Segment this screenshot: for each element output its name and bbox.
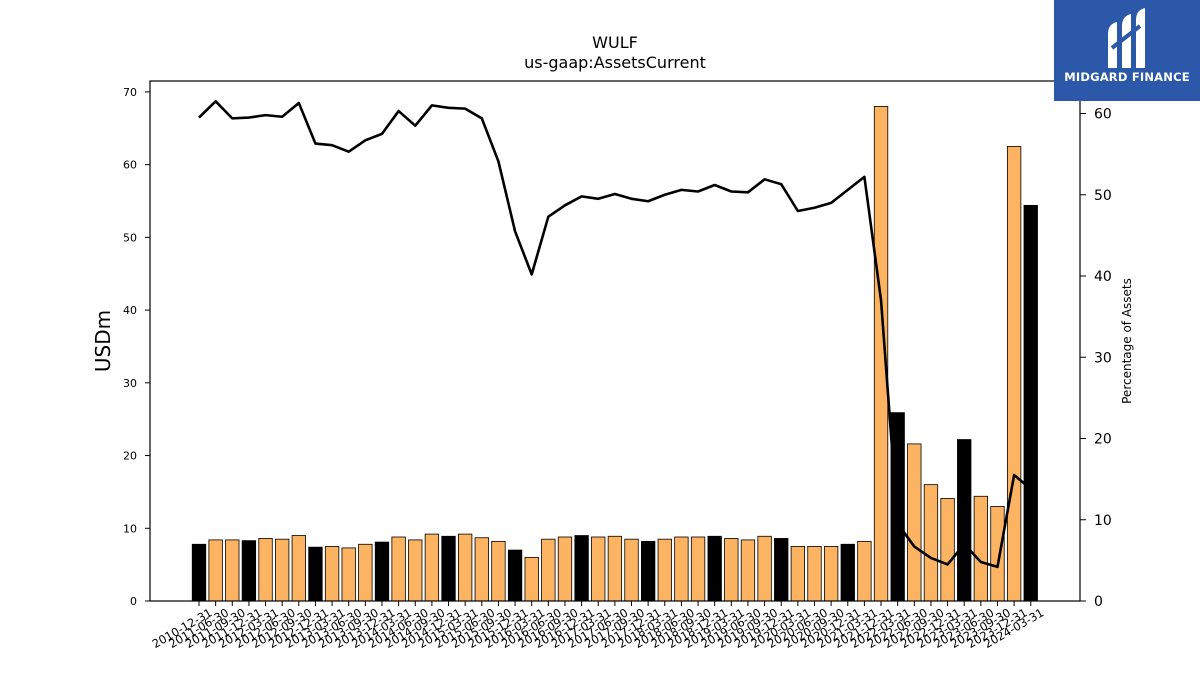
bar-2020-03-31 [807, 546, 822, 602]
bar-2016-03-31 [541, 538, 556, 602]
bar-2017-12-31 [657, 538, 672, 602]
line-percentage-of-assets [198, 100, 1032, 569]
chart-title: WULF [592, 33, 638, 52]
bar-series [191, 106, 1038, 602]
midgard-logo: MIDGARD FINANCE [1054, 0, 1200, 101]
y-tick-label: 20 [123, 450, 137, 463]
bar-2019-03-31 [740, 539, 756, 602]
logo-text: MIDGARD FINANCE [1064, 70, 1190, 84]
bar-2012-06-30 [291, 535, 306, 602]
bar-2016-09-30 [574, 535, 589, 602]
line-series [198, 100, 1032, 569]
y-tick-label: 70 [123, 86, 137, 99]
bar-2023-09-30 [1006, 146, 1022, 602]
bar-2015-03-31 [474, 537, 489, 602]
bar-2014-09-30 [441, 535, 456, 602]
y-axis-left: 0 10 20 30 40 50 60 70 [123, 86, 150, 608]
bar-2015-06-30 [491, 540, 506, 602]
bar-2023-06-30 [990, 506, 1005, 602]
y-tick-label: 0 [130, 595, 137, 608]
bar-2022-03-31 [907, 443, 922, 602]
bar-2016-06-30 [557, 536, 573, 602]
y2-tick-label: 20 [1094, 432, 1112, 448]
bar-2012-03-31 [275, 538, 290, 602]
bar-2017-06-30 [624, 538, 639, 602]
x-axis: 2010-12-312011-06-302011-09-302011-12-31… [150, 601, 1046, 651]
bar-2010-12-31 [191, 543, 207, 602]
y-axis-label: USDm [91, 310, 115, 372]
bar-2012-09-30 [308, 546, 323, 602]
bar-2022-09-30 [940, 498, 955, 602]
bar-2022-06-30 [923, 484, 939, 602]
bar-2016-12-31 [591, 536, 606, 602]
bar-2019-06-30 [757, 535, 772, 602]
bar-2018-09-30 [707, 535, 722, 602]
bar-2014-06-30 [424, 533, 440, 602]
y2-tick-label: 40 [1094, 269, 1112, 285]
bar-2020-12-31 [857, 540, 872, 602]
bar-2011-06-30 [225, 539, 240, 602]
bar-2013-06-30 [358, 543, 373, 602]
y-axis-right: 0 10 20 30 40 50 60 [1080, 107, 1112, 610]
midgard-logo-icon [1108, 8, 1145, 68]
bar-2018-12-31 [724, 538, 739, 602]
bar-2019-12-31 [790, 546, 806, 602]
y-tick-label: 40 [123, 304, 137, 317]
y2-tick-label: 50 [1094, 188, 1112, 204]
bar-2023-03-31 [973, 495, 988, 602]
bar-2018-06-30 [690, 536, 706, 602]
bar-2020-09-30 [840, 543, 855, 602]
bar-2018-03-31 [674, 536, 689, 602]
bar-2020-06-30 [823, 546, 839, 602]
bar-2011-12-31 [258, 538, 273, 602]
bar-2013-03-31 [341, 547, 356, 602]
y-tick-label: 10 [123, 522, 137, 535]
y2-tick-label: 60 [1094, 107, 1112, 123]
y2-tick-label: 0 [1094, 594, 1103, 610]
bar-2023-12-31 [1023, 204, 1038, 602]
bar-2017-09-30 [640, 540, 656, 602]
bar-2014-12-31 [458, 533, 473, 602]
bar-2019-09-30 [774, 538, 789, 602]
y2-axis-label: Percentage of Assets [1120, 278, 1134, 404]
bar-2014-03-31 [408, 539, 423, 602]
bar-2015-09-30 [507, 549, 523, 602]
chart-subtitle: us-gaap:AssetsCurrent [524, 53, 706, 72]
bar-2013-09-30 [374, 541, 390, 602]
bar-2012-12-31 [324, 546, 340, 602]
bar-2011-03-31 [208, 539, 223, 602]
y-tick-label: 50 [123, 231, 137, 244]
bar-2011-09-30 [241, 540, 257, 602]
y-tick-label: 60 [123, 159, 137, 172]
bar-2022-12-31 [957, 439, 972, 602]
y2-tick-label: 30 [1094, 350, 1112, 366]
bar-2013-12-31 [391, 536, 406, 602]
y-tick-label: 30 [123, 377, 137, 390]
y2-tick-label: 10 [1094, 513, 1112, 529]
bar-2015-12-31 [524, 556, 539, 602]
bar-2017-03-31 [607, 535, 623, 602]
